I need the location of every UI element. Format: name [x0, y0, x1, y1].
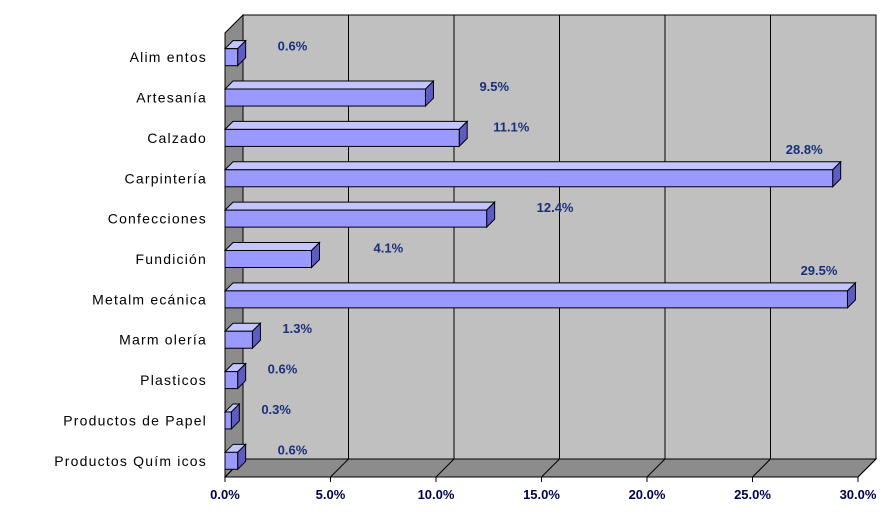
data-label: 9.5% — [479, 79, 509, 94]
bar — [224, 88, 426, 107]
bar — [224, 330, 253, 349]
bar-top — [223, 242, 321, 251]
x-tick-label: 30.0% — [840, 487, 877, 502]
bar — [224, 48, 239, 67]
bar — [224, 169, 834, 188]
bar-top — [223, 120, 469, 130]
data-label: 28.8% — [786, 142, 823, 157]
data-label: 29.5% — [801, 263, 838, 278]
data-labels: 0.6% 9.5% 11.1% 28.8% 12.4% 4.1% 29.5% 1.3% 0.6%… — [261, 39, 838, 458]
x-tick-label: 20.0% — [629, 487, 666, 502]
floor-gridline — [330, 458, 349, 478]
data-label: 11.1% — [493, 119, 530, 134]
bar — [224, 451, 239, 470]
category-label: Productos Quím icos — [54, 453, 207, 469]
category-label: Calzado — [147, 130, 207, 146]
floor-gridline — [857, 458, 877, 478]
chart-bars — [223, 39, 857, 471]
category-label: Plasticos — [140, 372, 207, 388]
x-tick-label: 25.0% — [734, 487, 771, 502]
category-label: Carpintería — [125, 170, 207, 186]
category-label: Marm olería — [119, 332, 207, 348]
data-label: 12.4% — [537, 200, 574, 215]
floor-gridline — [646, 458, 666, 478]
category-label: Fundición — [135, 251, 207, 267]
data-label: 4.1% — [374, 241, 404, 256]
category-labels: Alim entos Artesanía Calzado Carpintería Con… — [54, 49, 207, 469]
floor-gridline — [541, 458, 560, 478]
category-label: Artesanía — [136, 90, 207, 106]
bar — [224, 250, 313, 268]
data-label: 0.6% — [268, 362, 298, 377]
data-label: 0.6% — [278, 442, 308, 457]
bar — [224, 209, 488, 228]
category-label: Alim entos — [130, 49, 207, 65]
x-tick-label: 5.0% — [316, 487, 346, 502]
category-label: Metalm ecánica — [92, 291, 207, 307]
x-tick-label: 15.0% — [523, 487, 560, 502]
bar — [224, 371, 239, 390]
data-label: 1.3% — [282, 321, 312, 336]
bar-top — [223, 161, 842, 171]
bar — [224, 290, 848, 309]
floor-gridline — [752, 458, 771, 478]
category-label: Productos de Papel — [63, 412, 207, 428]
category-label: Confecciones — [108, 211, 207, 227]
x-tick-labels: 0.0% 5.0% 10.0% 15.0% 20.0% 25.0% 30.0% — [210, 487, 877, 502]
bar — [224, 128, 460, 147]
x-tick-label: 0.0% — [210, 487, 240, 502]
data-label: 0.3% — [261, 402, 291, 417]
bar-top — [223, 201, 496, 211]
bar — [224, 411, 232, 430]
bar-top — [223, 80, 435, 90]
floor-gridline — [435, 458, 455, 478]
data-label: 0.6% — [278, 39, 308, 54]
x-tick-label: 10.0% — [418, 487, 455, 502]
bar-top — [223, 282, 857, 292]
